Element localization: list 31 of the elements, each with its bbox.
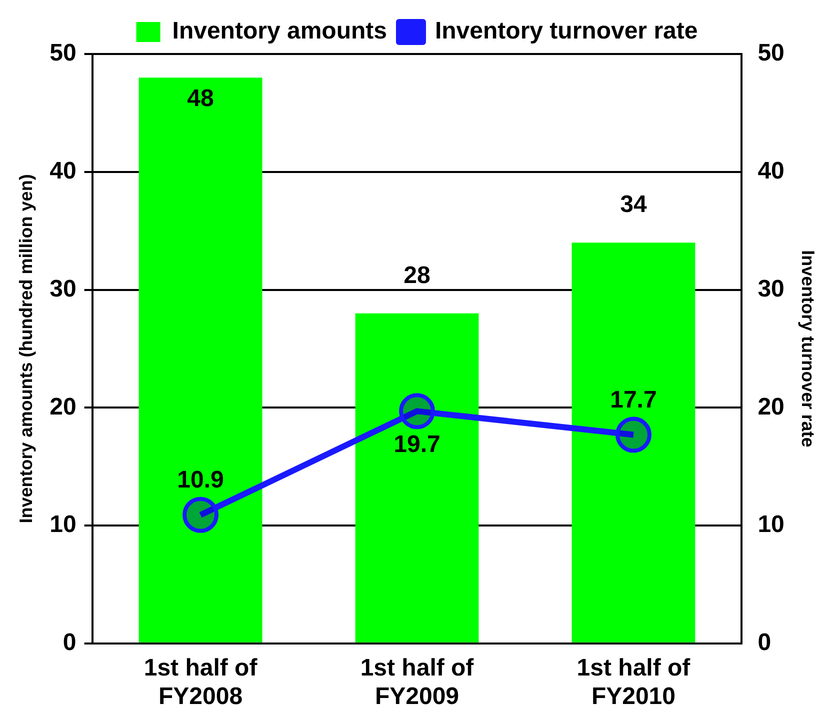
data-label: 17.7 bbox=[610, 386, 657, 414]
legend-label: Inventory amounts bbox=[172, 18, 387, 45]
data-label: 19.7 bbox=[394, 430, 440, 458]
x-tick-label: 1st half of FY2010 bbox=[576, 654, 692, 710]
y-tick-label: 10 bbox=[50, 511, 76, 538]
data-label: 34 bbox=[620, 191, 648, 218]
y-tick-label: 20 bbox=[50, 393, 76, 420]
x-tick-label: 1st half of FY2009 bbox=[360, 654, 475, 710]
y-tick-label: 30 bbox=[50, 275, 76, 302]
y-tick-label: 40 bbox=[50, 158, 76, 185]
y2-tick-label: 30 bbox=[758, 275, 784, 302]
y2-tick-label: 20 bbox=[758, 393, 784, 420]
y2-tick-label: 0 bbox=[758, 629, 772, 656]
legend-label: Inventory turnover rate bbox=[434, 18, 698, 45]
bar bbox=[355, 313, 479, 642]
y2-tick-label: 40 bbox=[758, 158, 784, 185]
y2-tick-label: 10 bbox=[758, 511, 784, 538]
point bbox=[182, 496, 219, 533]
bar bbox=[572, 242, 696, 642]
data-label: 48 bbox=[187, 85, 214, 112]
y2-axis-title: Inventory turnover rate bbox=[798, 250, 818, 448]
bar bbox=[138, 78, 262, 642]
data-label: 28 bbox=[404, 262, 430, 289]
x-tick-label: 1st half of FY2008 bbox=[144, 654, 258, 710]
y-axis-title: Inventory amounts (hundred million yen) bbox=[16, 174, 36, 524]
data-label: 10.9 bbox=[177, 466, 224, 494]
point bbox=[615, 416, 652, 453]
y2-tick-label: 50 bbox=[758, 40, 784, 67]
point bbox=[399, 393, 435, 430]
y-tick-label: 50 bbox=[50, 40, 76, 67]
y-tick-label: 0 bbox=[62, 629, 76, 656]
